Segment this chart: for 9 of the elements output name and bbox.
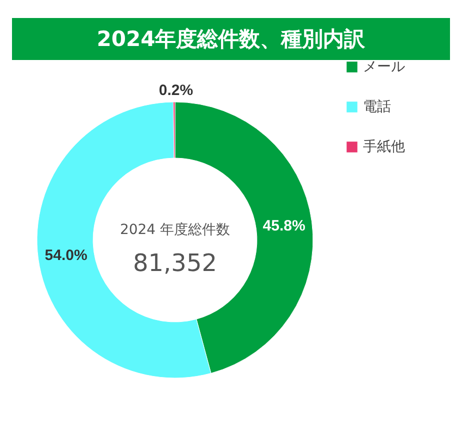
text: 2024 年度総件数	[120, 222, 230, 238]
legend-label: 手紙他	[363, 139, 405, 155]
chart-title: 2024年度総件数、種別内訳	[12, 18, 450, 60]
data-label: 54.0%	[44, 247, 88, 264]
legend-label: 電話	[363, 99, 391, 115]
text: 81,352	[133, 249, 217, 277]
data-label: 45.8%	[262, 218, 306, 235]
legend-label: メール	[363, 59, 405, 75]
data-label: 0.2%	[158, 82, 194, 100]
